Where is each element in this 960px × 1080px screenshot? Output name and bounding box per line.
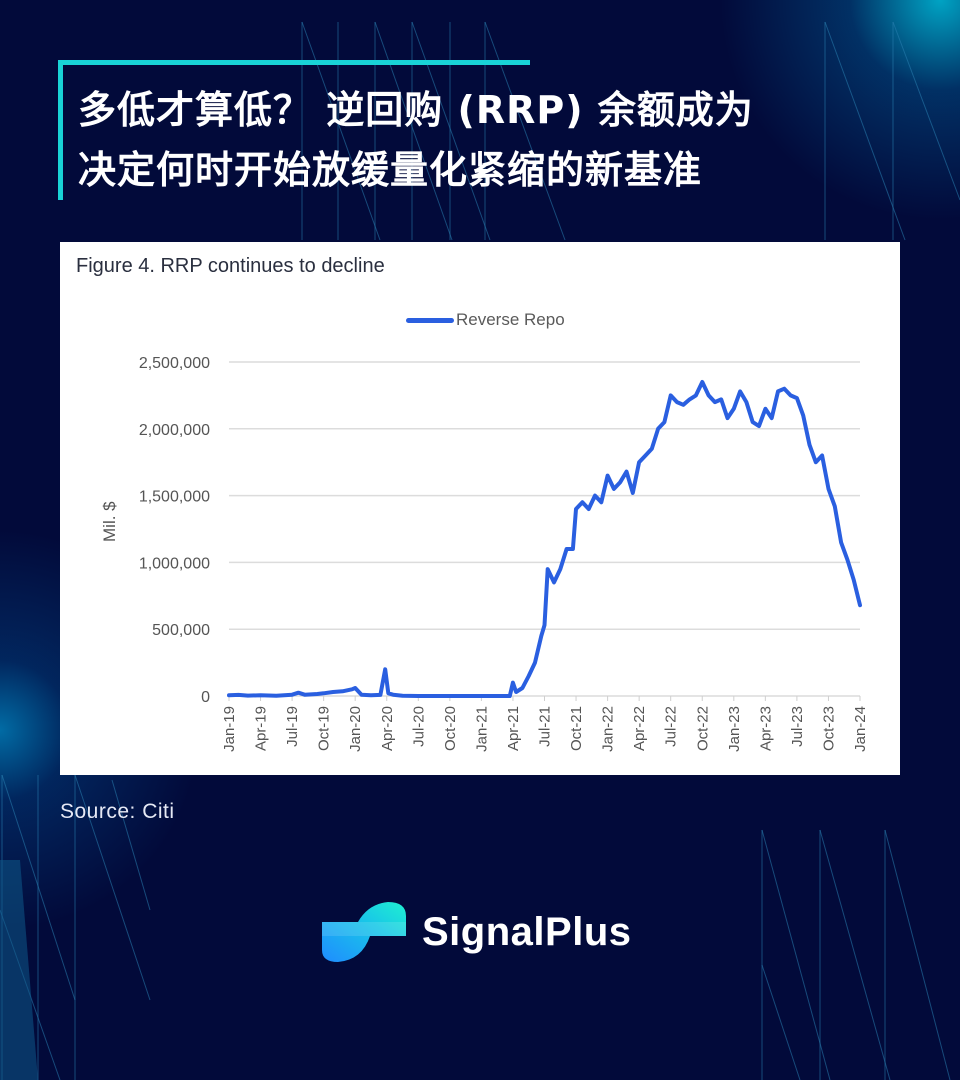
y-tick-label: 0 — [201, 689, 210, 706]
x-tick-label: Oct-23 — [820, 706, 837, 751]
page-title: 多低才算低？ 逆回购 (RRP) 余额成为 决定何时开始放缓量化紧缩的新基准 — [78, 80, 754, 200]
line-chart: 0 500,000 1,000,000 1,500,000 2,000,000 2,500… — [139, 355, 869, 752]
x-tick-label: Oct-22 — [694, 706, 711, 751]
title-line-1: 多低才算低？ 逆回购 (RRP) 余额成为 — [78, 88, 754, 132]
x-tick-label: Jan-22 — [600, 706, 617, 752]
x-tick-label: Apr-23 — [757, 706, 774, 751]
title-line-2: 决定何时开始放缓量化紧缩的新基准 — [78, 148, 703, 192]
brand-name: SignalPlus — [422, 909, 632, 954]
x-tick-label: Apr-22 — [631, 706, 648, 751]
x-tick-label: Apr-21 — [505, 706, 522, 751]
x-tick-label: Jan-20 — [347, 706, 364, 752]
y-tick-label: 1,000,000 — [139, 555, 210, 572]
x-tick-label: Apr-20 — [379, 706, 396, 751]
source-caption: Source: Citi — [60, 800, 175, 823]
x-tick-label: Jul-22 — [663, 706, 680, 747]
figure-title: Figure 4. RRP continues to decline — [76, 255, 385, 277]
x-tick-label: Jul-23 — [789, 706, 806, 747]
x-tick-label: Jul-20 — [410, 706, 427, 747]
y-tick-label: 2,000,000 — [139, 422, 210, 439]
y-tick-label: 500,000 — [152, 622, 210, 639]
x-tick-label: Oct-20 — [442, 706, 459, 751]
x-tick-label: Jul-19 — [284, 706, 301, 747]
x-tick-label: Jan-23 — [726, 706, 743, 752]
y-tick-label: 2,500,000 — [139, 355, 210, 372]
x-tick-label: Jan-21 — [473, 706, 490, 752]
x-tick-label: Jan-19 — [221, 706, 238, 752]
legend-line-swatch — [406, 317, 454, 323]
x-tick-label: Oct-21 — [568, 706, 585, 751]
x-tick-label: Apr-19 — [253, 706, 270, 751]
x-tick-label: Jan-24 — [852, 706, 869, 752]
x-tick-label: Jul-21 — [537, 706, 554, 747]
title-accent-frame — [58, 60, 530, 200]
chart-card: Figure 4. RRP continues to decline Rever… — [60, 242, 900, 775]
series-line-reverse-repo — [227, 380, 862, 698]
brand-logo: SignalPlus — [322, 900, 632, 964]
x-tick-label: Oct-19 — [316, 706, 333, 751]
signalplus-logo-icon — [322, 902, 406, 962]
y-tick-label: 1,500,000 — [139, 489, 210, 506]
legend-label: Reverse Repo — [456, 310, 565, 329]
chart-legend: Reverse Repo — [406, 310, 565, 330]
